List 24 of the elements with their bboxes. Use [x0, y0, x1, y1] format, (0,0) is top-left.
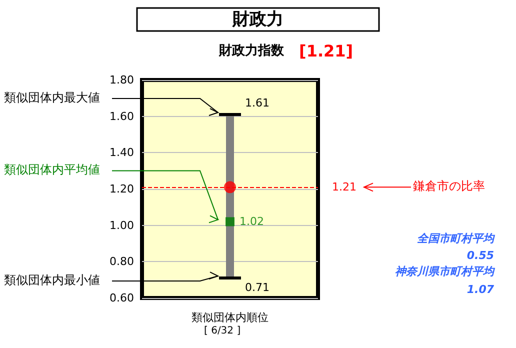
y-tick-label: 1.00 [110, 218, 134, 232]
data-label: 1.02 [240, 215, 264, 228]
y-tick-label: 0.60 [110, 292, 134, 304]
chart-subtitle: 財政力指数 [218, 44, 285, 58]
text: 0.55 [466, 249, 494, 262]
annotation: 0.71 [245, 281, 270, 294]
y-tick-label: 1.20 [110, 182, 134, 196]
chart-title: 財政力 [232, 10, 284, 30]
text: [ 6/32 ] [204, 326, 241, 336]
text: 類似団体内平均値 [4, 162, 100, 177]
text: 鎌倉市の比率 [413, 179, 485, 194]
ref-line-label: 1.21 [332, 180, 356, 194]
text: 類似団体内最小値 [4, 273, 100, 288]
text: 全国市町村平均 [417, 232, 496, 245]
y-tick-label: 1.40 [110, 146, 134, 160]
y-tick-label: 1.80 [110, 74, 134, 86]
x-axis-title: 類似団体内順位 [192, 311, 268, 324]
y-tick-label: 1.60 [110, 110, 134, 123]
text: 類似団体内最大値 [4, 90, 100, 105]
text: 1.07 [466, 283, 494, 296]
y-tick-label: 0.80 [110, 255, 134, 268]
text: [1.21] [299, 42, 354, 60]
annotation: 1.61 [245, 96, 270, 110]
text: 神奈川県市町村平均 [395, 265, 496, 278]
